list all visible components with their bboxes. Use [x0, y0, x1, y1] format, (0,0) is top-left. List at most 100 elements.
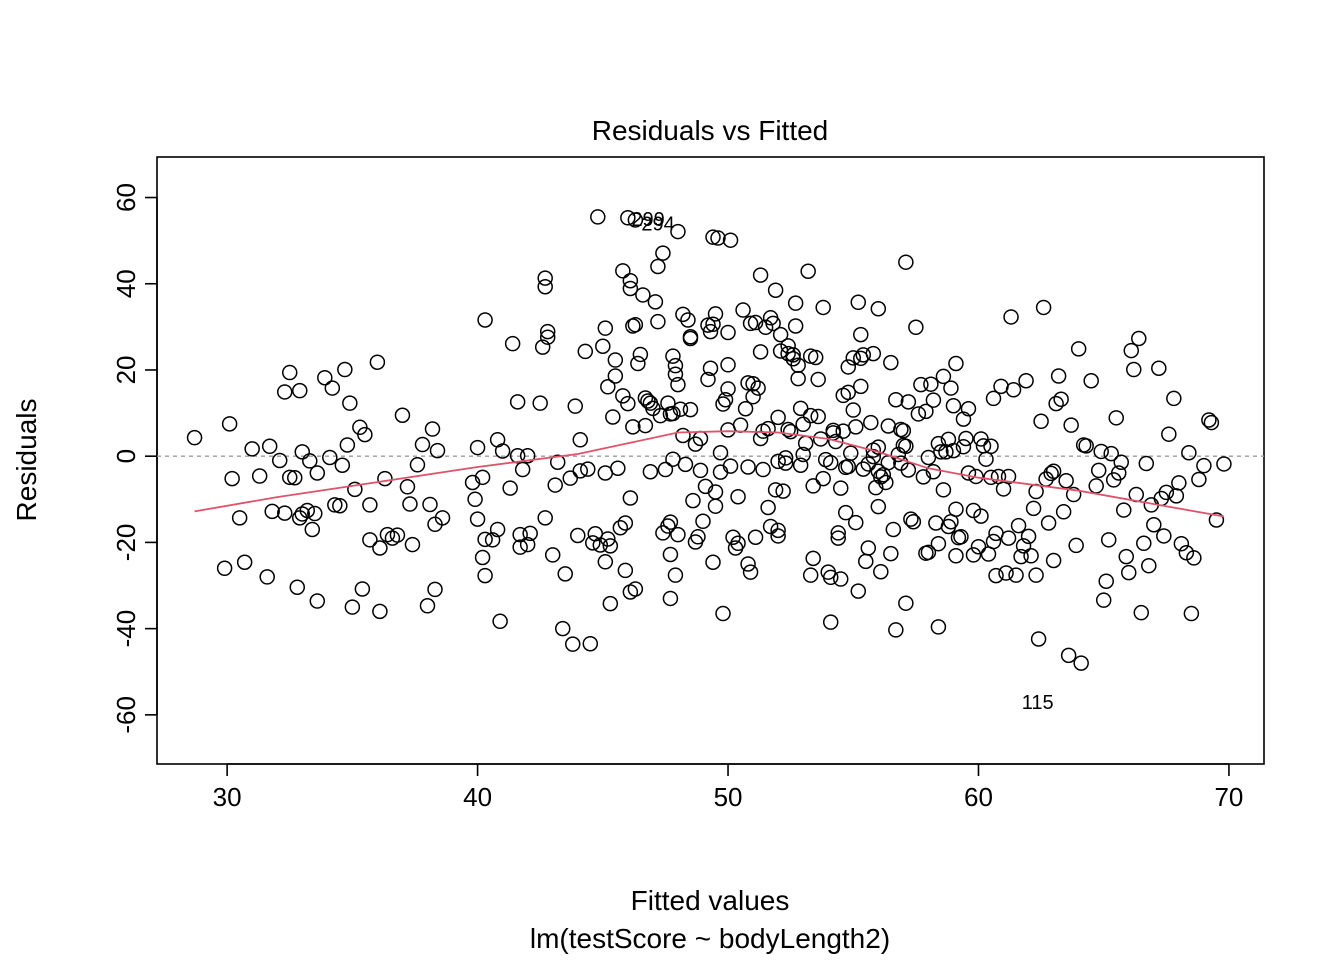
residual-point	[622, 272, 639, 289]
residual-point	[1151, 360, 1167, 376]
residual-point	[730, 535, 746, 552]
residual-point	[281, 364, 298, 381]
x-tick-label: 50	[714, 782, 743, 812]
residual-point	[737, 401, 754, 417]
residual-point	[337, 361, 353, 378]
residual-point	[948, 501, 964, 517]
residual-point	[895, 437, 912, 454]
residual-point	[710, 230, 726, 246]
residual-point	[1010, 517, 1027, 534]
residual-point	[900, 462, 917, 478]
residual-point	[722, 232, 739, 248]
residual-point	[940, 431, 957, 448]
residual-point	[1158, 484, 1175, 501]
residual-point	[484, 532, 501, 548]
x-tick-label: 40	[463, 782, 492, 812]
residual-point	[509, 394, 526, 410]
residual-point	[858, 553, 874, 570]
residual-point	[745, 388, 761, 405]
residual-point	[767, 482, 784, 498]
residual-point	[742, 564, 759, 580]
residual-point	[620, 395, 636, 412]
residual-point	[973, 508, 989, 524]
residual-point	[1153, 490, 1170, 507]
residual-point	[1093, 443, 1109, 460]
residual-point	[622, 490, 639, 506]
residual-point	[259, 569, 275, 585]
residual-point	[622, 584, 639, 600]
y-tick-label: -20	[111, 524, 141, 562]
residual-point	[853, 326, 869, 343]
residual-point	[1133, 604, 1150, 621]
residual-point	[1100, 532, 1117, 548]
residual-point	[913, 376, 929, 393]
y-tick-label: 20	[111, 356, 141, 385]
residual-point	[935, 368, 952, 385]
residual-point	[332, 498, 348, 514]
residual-point	[672, 401, 689, 417]
residual-point	[570, 527, 586, 544]
residual-point	[1025, 500, 1042, 517]
residual-point	[565, 636, 581, 652]
residual-point	[920, 544, 937, 561]
residual-point	[1053, 391, 1069, 408]
residual-point	[1216, 456, 1232, 472]
residual-point	[637, 417, 654, 434]
residual-point	[539, 329, 556, 345]
residual-point	[657, 461, 674, 478]
residual-point	[910, 406, 927, 422]
residual-point	[1055, 504, 1072, 520]
residual-point	[549, 454, 566, 470]
residual-point	[492, 613, 508, 630]
residual-point	[787, 318, 804, 334]
residual-point	[532, 395, 548, 411]
residual-point	[943, 380, 959, 396]
outlier-label: 115	[1022, 692, 1054, 714]
residual-point	[933, 444, 949, 460]
residual-point	[404, 536, 421, 553]
residual-point	[712, 464, 729, 480]
residual-point	[928, 515, 944, 531]
residual-point	[1068, 537, 1084, 554]
residual-point	[377, 470, 393, 487]
residual-point	[1203, 414, 1220, 431]
residual-point	[780, 338, 796, 354]
residual-point	[647, 294, 664, 310]
residual-point	[685, 492, 701, 509]
residual-point	[537, 510, 553, 526]
y-tick-label: 0	[111, 449, 141, 463]
residual-point	[720, 324, 736, 341]
residual-point	[1050, 368, 1067, 384]
residual-point	[632, 346, 649, 363]
residual-point	[357, 426, 373, 443]
residual-point	[682, 329, 699, 345]
residual-point	[1090, 462, 1107, 479]
residual-point	[1166, 390, 1182, 407]
residual-point	[752, 344, 769, 360]
residual-point	[925, 463, 942, 480]
residual-point	[918, 403, 934, 420]
residual-point	[705, 554, 721, 570]
residual-point	[840, 384, 856, 401]
residual-point	[960, 465, 977, 481]
residual-point	[680, 312, 696, 328]
residual-point	[810, 408, 826, 425]
residual-point	[344, 599, 361, 615]
residual-point	[1103, 445, 1119, 462]
residual-point	[1003, 309, 1019, 325]
residual-point	[642, 395, 659, 411]
residual-point	[1065, 486, 1082, 503]
residual-point	[427, 581, 443, 598]
residual-point	[369, 354, 386, 370]
residual-point	[1201, 412, 1217, 428]
residual-point	[580, 461, 596, 477]
residual-point	[925, 392, 942, 408]
residual-point	[1121, 564, 1137, 581]
residual-point	[1013, 548, 1029, 565]
residual-point	[354, 581, 371, 597]
residual-point	[522, 525, 538, 542]
residual-point	[700, 371, 716, 388]
y-tick-label: 40	[111, 269, 141, 298]
residual-point	[662, 590, 679, 607]
residual-point	[835, 387, 851, 404]
